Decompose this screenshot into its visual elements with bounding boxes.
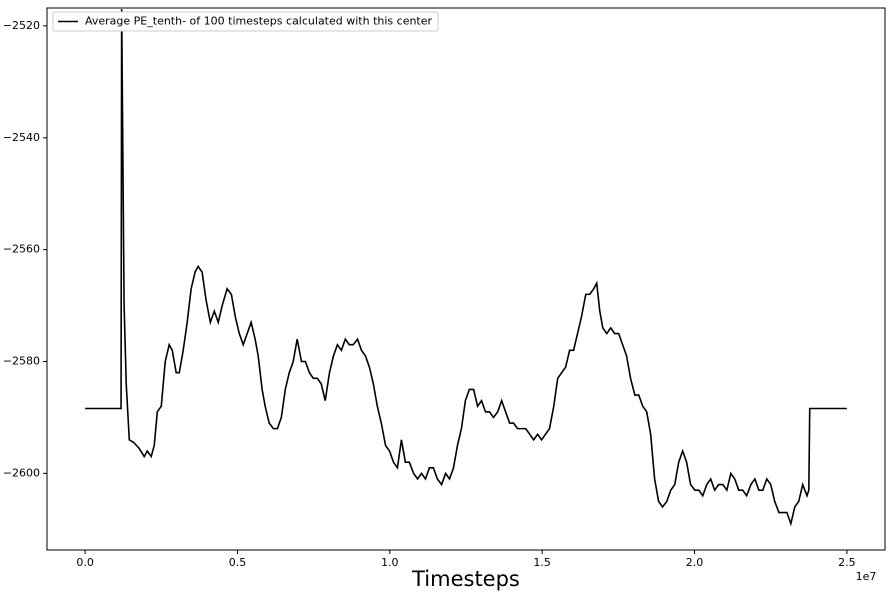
y-tick-label: −2580 — [3, 355, 40, 368]
x-tick-label: 2.0 — [686, 556, 704, 569]
x-tick-label: 1.5 — [533, 556, 551, 569]
y-tick-label: −2520 — [3, 19, 40, 32]
line — [85, 9, 847, 527]
x-tick-label: 0.0 — [76, 556, 94, 569]
x-tick-label: 1.0 — [381, 556, 399, 569]
legend-label: Average PE_tenth- of 100 timesteps calcu… — [85, 15, 433, 28]
y-tick-label: −2600 — [3, 466, 40, 479]
x-axis-label: Timesteps — [411, 567, 520, 591]
plot-frame — [46, 7, 886, 551]
x-tick-label: 2.5 — [838, 556, 856, 569]
legend-box — [52, 11, 439, 32]
y-tick-label: −2540 — [3, 131, 40, 144]
x-offset-label: 1e7 — [856, 570, 877, 583]
y-tick-label: −2560 — [3, 243, 40, 256]
x-tick-label: 0.5 — [229, 556, 247, 569]
legend: Average PE_tenth- of 100 timesteps calcu… — [52, 11, 439, 32]
